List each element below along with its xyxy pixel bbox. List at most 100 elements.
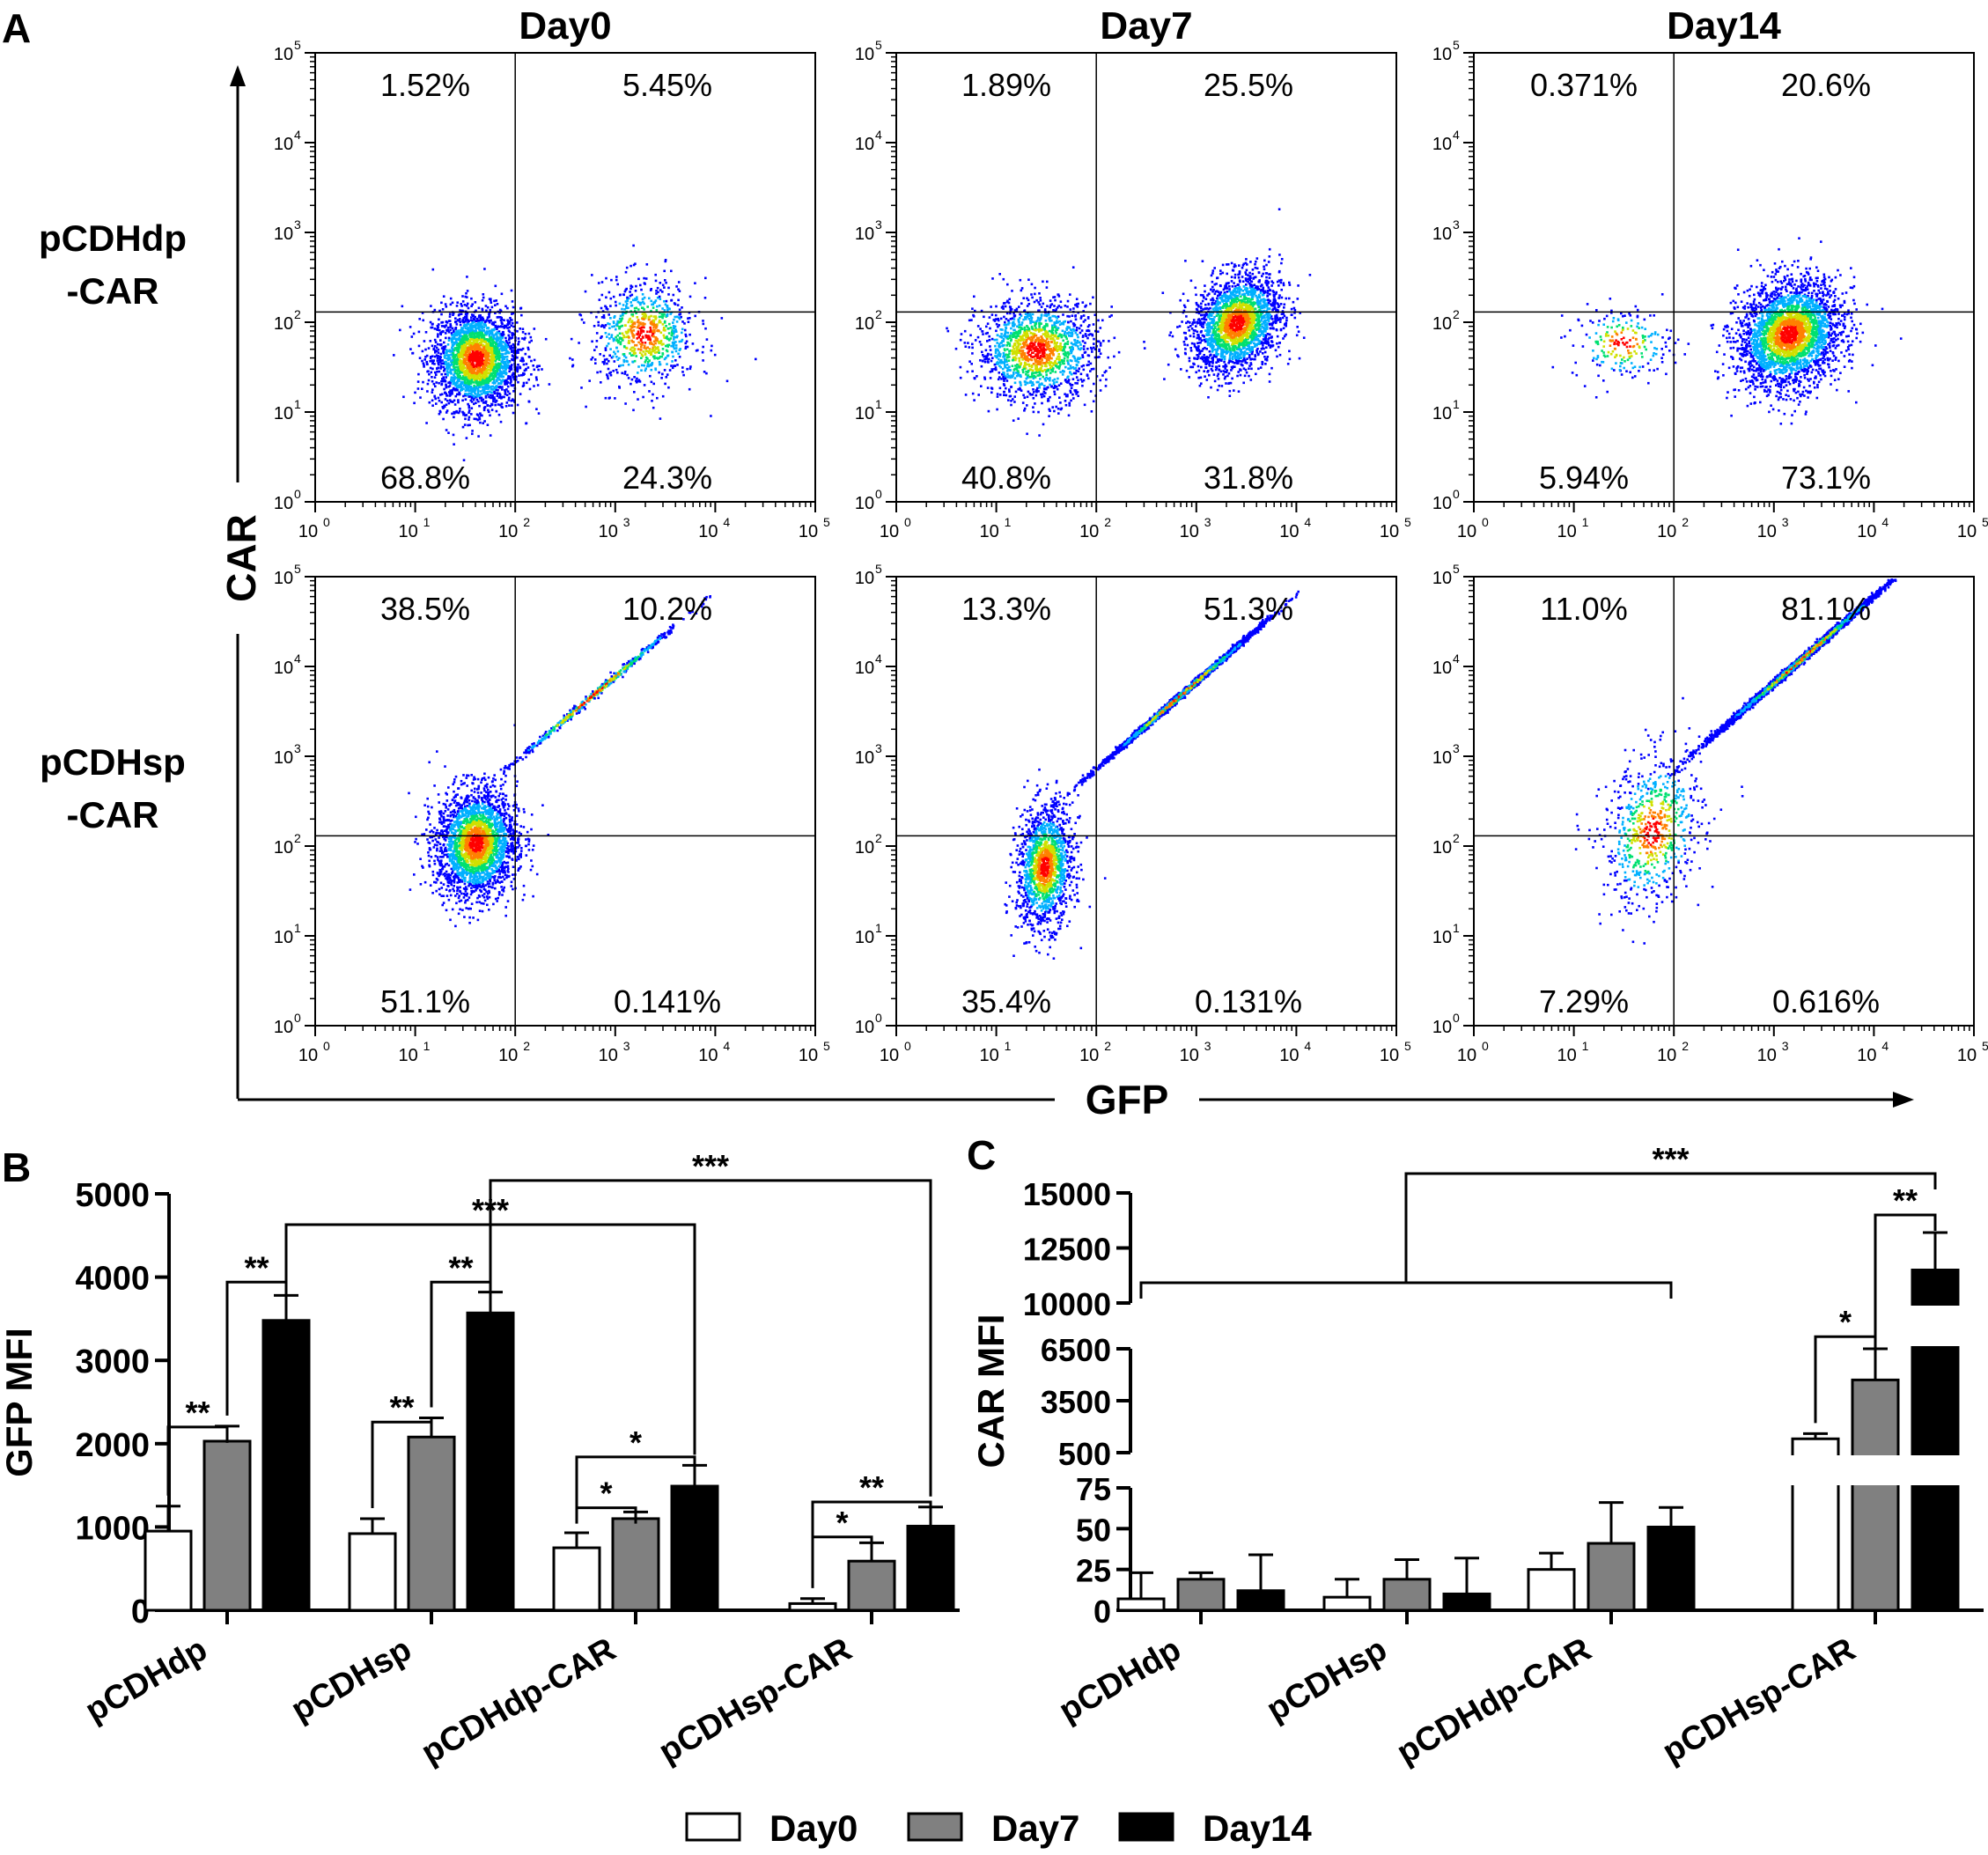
event-dot (605, 397, 607, 400)
event-dot (541, 368, 543, 371)
event-dot (491, 356, 494, 358)
event-dot (1016, 308, 1019, 311)
event-dot (677, 353, 680, 356)
event-dot (1042, 376, 1044, 379)
event-dot (655, 292, 658, 295)
event-dot (501, 321, 504, 324)
event-dot (438, 319, 440, 321)
event-dot (704, 277, 707, 280)
event-dot (492, 377, 495, 379)
event-dot (1081, 329, 1084, 332)
event-dot (1005, 331, 1007, 334)
event-dot (982, 360, 984, 363)
event-dot (1059, 323, 1062, 326)
event-dot (449, 313, 452, 315)
event-dot (457, 386, 460, 389)
event-dot (647, 335, 650, 337)
event-dot (666, 363, 668, 365)
event-dot (500, 342, 503, 345)
event-dot (447, 386, 450, 388)
event-dot (1066, 394, 1069, 396)
event-dot (1032, 313, 1034, 316)
event-dot (1063, 348, 1065, 350)
event-dot (608, 397, 611, 400)
event-dot (598, 282, 600, 284)
event-dot (459, 394, 461, 396)
event-dot (482, 399, 485, 401)
event-dot (427, 383, 430, 386)
event-dot (648, 365, 651, 368)
event-dot (1028, 318, 1031, 320)
event-dot (527, 366, 530, 369)
event-dot (632, 245, 635, 247)
event-dot (989, 345, 991, 348)
event-dot (462, 350, 465, 352)
event-dot (1027, 315, 1029, 318)
event-dot (618, 321, 621, 324)
event-dot (1105, 370, 1108, 372)
event-dot (1076, 329, 1079, 332)
event-dot (1050, 341, 1053, 343)
event-dot (1069, 293, 1071, 296)
event-dot (650, 289, 652, 291)
event-dot (1038, 434, 1041, 437)
event-dot (401, 305, 404, 308)
event-dot (498, 332, 501, 335)
event-dot (1091, 410, 1093, 413)
event-dot (471, 430, 474, 432)
event-dot (1085, 335, 1087, 337)
event-dot (1019, 317, 1021, 320)
event-dot (497, 303, 499, 305)
event-dot (1003, 394, 1005, 396)
event-dot (1056, 381, 1058, 384)
event-dot (512, 412, 515, 415)
row-label: -CAR (67, 794, 159, 835)
event-dot (657, 287, 659, 290)
event-dot (631, 341, 634, 343)
event-dot (601, 294, 604, 297)
event-dot (424, 349, 427, 351)
event-dot (1002, 368, 1005, 371)
event-dot (482, 297, 485, 299)
event-dot (946, 328, 948, 330)
event-dot (681, 328, 684, 331)
event-dot (413, 333, 416, 335)
event-dot (614, 397, 616, 400)
event-dot (1022, 401, 1025, 404)
event-dot (662, 353, 665, 356)
event-dot (498, 396, 501, 399)
event-dot (466, 370, 468, 372)
event-dot (620, 364, 622, 367)
event-dot (450, 372, 453, 375)
event-dot (1093, 401, 1095, 403)
event-dot (626, 374, 629, 377)
event-dot (646, 263, 649, 266)
event-dot (630, 383, 632, 386)
event-dot (1082, 364, 1085, 367)
event-dot (652, 335, 655, 338)
event-dot (1010, 404, 1012, 407)
event-dot (628, 336, 630, 339)
event-dot (994, 345, 997, 348)
event-dot (439, 356, 442, 358)
event-dot (494, 373, 497, 376)
event-dot (480, 376, 482, 379)
event-dot (1015, 354, 1018, 357)
event-dot (461, 337, 464, 340)
event-dot (499, 316, 502, 319)
event-dot (637, 335, 640, 338)
event-dot (999, 366, 1002, 369)
event-dot (1049, 320, 1051, 322)
event-dot (986, 340, 989, 342)
event-dot (1038, 326, 1041, 328)
event-dot (628, 364, 630, 366)
event-dot (459, 371, 461, 373)
event-dot (615, 369, 618, 372)
event-dot (441, 359, 444, 362)
event-dot (678, 316, 681, 319)
event-dot (459, 338, 461, 341)
event-dot (478, 405, 481, 408)
event-dot (1075, 393, 1078, 395)
event-dot (1018, 305, 1020, 308)
event-dot (1100, 352, 1102, 355)
